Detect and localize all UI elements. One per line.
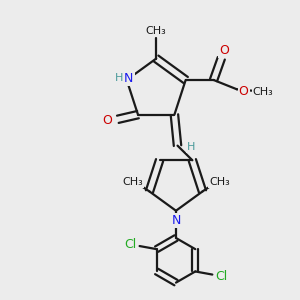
Text: CH₃: CH₃ [122, 177, 143, 187]
Text: Cl: Cl [215, 270, 228, 283]
Text: O: O [239, 85, 249, 98]
Text: CH₃: CH₃ [209, 177, 230, 187]
Text: CH₃: CH₃ [146, 26, 166, 36]
Text: O: O [102, 114, 112, 127]
Text: N: N [171, 214, 181, 226]
Text: O: O [220, 44, 230, 57]
Text: H: H [187, 142, 196, 152]
Text: H: H [115, 73, 123, 82]
Text: CH₃: CH₃ [253, 87, 274, 98]
Text: N: N [124, 72, 134, 85]
Text: Cl: Cl [124, 238, 136, 251]
